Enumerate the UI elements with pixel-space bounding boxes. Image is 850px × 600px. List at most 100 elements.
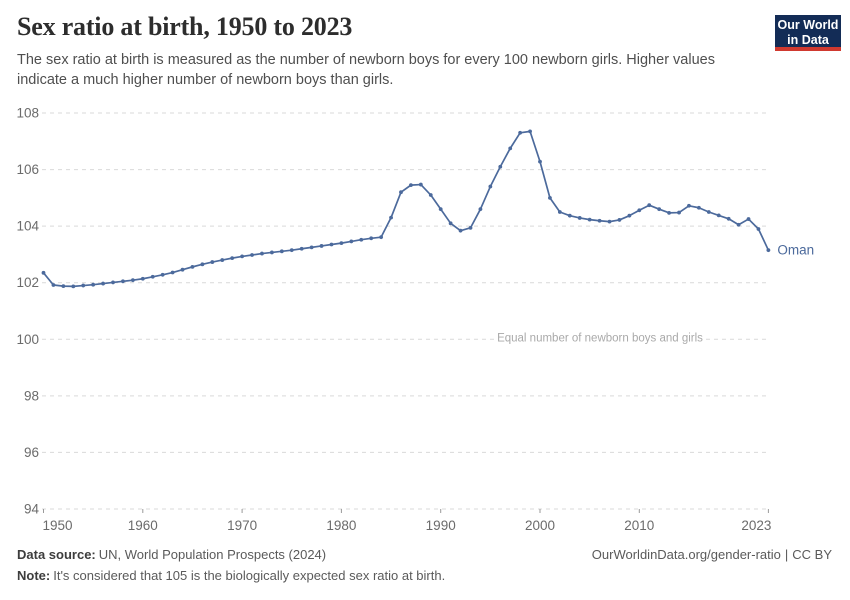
- data-point: [289, 248, 294, 253]
- data-point: [140, 276, 145, 281]
- data-point: [498, 164, 503, 169]
- owid-logo-line1: Our World: [777, 18, 839, 32]
- data-point: [379, 235, 384, 240]
- y-tick-label: 100: [16, 332, 39, 347]
- data-point: [71, 284, 76, 289]
- data-point: [468, 225, 473, 230]
- data-point: [309, 245, 314, 250]
- data-source-label: Data source:: [17, 547, 96, 562]
- data-point: [319, 244, 324, 248]
- data-point: [746, 217, 751, 221]
- data-point: [567, 213, 572, 218]
- data-point: [51, 283, 56, 287]
- owid-logo[interactable]: Our World in Data: [775, 15, 841, 51]
- reference-label-mask: [498, 328, 702, 344]
- x-tick-label: 2010: [624, 518, 654, 533]
- data-point: [597, 218, 602, 223]
- data-point: [528, 129, 532, 134]
- data-point: [240, 254, 245, 259]
- chart-note: Note: It's considered that 105 is the bio…: [17, 568, 445, 583]
- data-point: [687, 203, 691, 208]
- data-point: [418, 182, 423, 187]
- data-point: [538, 159, 542, 164]
- data-point: [150, 274, 155, 279]
- data-point: [736, 222, 741, 227]
- data-point: [478, 207, 483, 212]
- data-point: [260, 251, 264, 256]
- data-point: [190, 264, 195, 269]
- data-point: [637, 208, 642, 213]
- data-point: [180, 267, 185, 272]
- canonical-url-link[interactable]: OurWorldinData.org/gender-ratio: [591, 547, 781, 562]
- data-point: [91, 282, 96, 287]
- y-tick-label: 98: [24, 388, 39, 403]
- note-label: Note:: [17, 568, 51, 583]
- data-point: [587, 217, 592, 222]
- entity-label: Oman: [777, 243, 814, 258]
- data-point: [41, 270, 46, 275]
- data-point: [61, 284, 66, 289]
- data-point: [81, 283, 86, 288]
- data-point: [438, 207, 443, 212]
- attribution-separator: |: [784, 547, 789, 562]
- data-point: [518, 130, 523, 135]
- license-label: CC BY: [792, 547, 832, 562]
- data-point: [667, 210, 671, 215]
- data-point: [279, 249, 284, 254]
- data-point: [349, 239, 354, 244]
- y-tick-label: 94: [24, 501, 40, 516]
- data-point: [647, 203, 652, 208]
- y-tick-label: 108: [16, 106, 39, 121]
- x-tick-label: 1950: [43, 518, 73, 533]
- data-point: [766, 248, 771, 253]
- data-point: [706, 210, 711, 214]
- y-tick-label: 104: [16, 219, 39, 234]
- data-point: [548, 195, 552, 200]
- data-point: [696, 205, 701, 210]
- data-point: [210, 260, 215, 264]
- data-point: [230, 256, 235, 261]
- data-point: [657, 207, 662, 212]
- data-point: [488, 184, 493, 189]
- data-source: Data source: UN, World Population Prospec…: [17, 547, 326, 562]
- data-point: [756, 227, 761, 231]
- data-point: [111, 280, 115, 285]
- data-point: [220, 258, 225, 262]
- y-tick-label: 102: [16, 275, 39, 290]
- x-tick-label: 2023: [741, 518, 771, 533]
- data-point: [458, 228, 463, 233]
- data-point: [200, 262, 205, 267]
- data-point: [339, 241, 344, 246]
- chart-subtitle: The sex ratio at birth is measured as th…: [17, 52, 715, 88]
- data-source-text: UN, World Population Prospects (2024): [98, 547, 327, 562]
- data-point: [557, 210, 562, 214]
- data-point: [160, 272, 165, 277]
- data-point: [369, 236, 374, 241]
- data-point: [677, 210, 681, 215]
- data-point: [607, 219, 612, 224]
- data-point: [250, 253, 254, 257]
- data-point: [726, 216, 731, 221]
- data-point: [399, 190, 403, 195]
- page-title: Sex ratio at birth, 1950 to 2023: [17, 12, 353, 41]
- attribution: OurWorldinData.org/gender-ratio | CC BY: [592, 547, 832, 562]
- data-point: [101, 281, 105, 286]
- data-point: [617, 218, 622, 222]
- x-tick-label: 1970: [227, 518, 257, 533]
- data-point: [121, 279, 125, 284]
- x-tick-label: 1990: [426, 518, 456, 533]
- data-point: [359, 237, 364, 242]
- x-tick-label: 1960: [128, 518, 158, 533]
- data-point: [577, 216, 582, 220]
- y-tick-label: 106: [16, 162, 39, 177]
- data-point: [409, 183, 413, 188]
- data-point: [627, 213, 632, 218]
- data-point: [389, 215, 393, 220]
- data-point: [299, 246, 304, 251]
- data-point: [428, 193, 433, 197]
- data-point: [508, 146, 513, 151]
- data-point: [130, 278, 135, 283]
- data-point: [448, 221, 453, 226]
- owid-logo-line2: in Data: [787, 32, 829, 47]
